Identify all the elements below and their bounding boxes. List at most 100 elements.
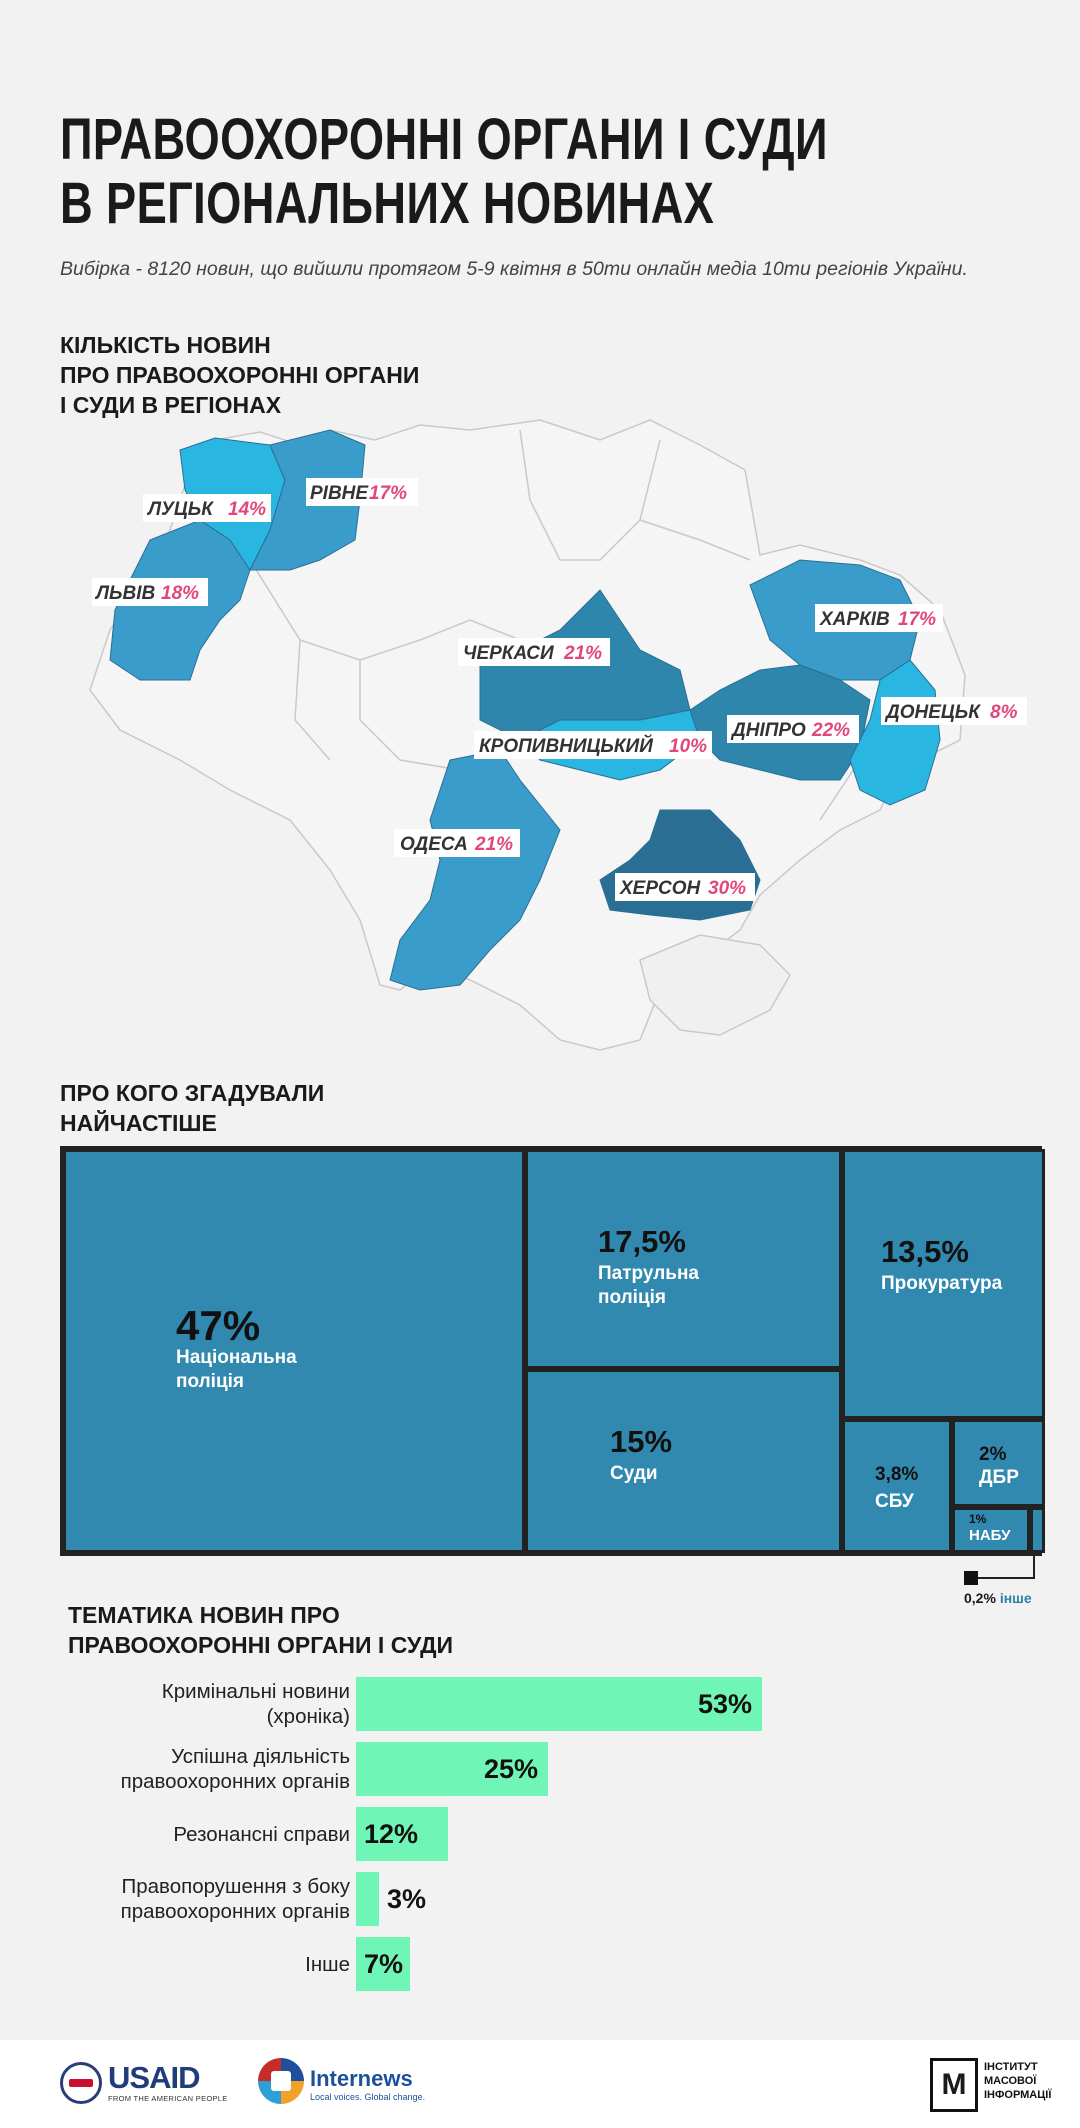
mentions-treemap: 47% Національна поліція 17,5% Патрульна пол… <box>60 1146 1045 1556</box>
treemap-heading: ПРО КОГО ЗГАДУВАЛИ НАЙЧАСТІШЕ <box>60 1080 325 1136</box>
internal-border <box>639 439 661 521</box>
other-value: 0,2% <box>964 1590 996 1606</box>
subtitle: Вибірка - 8120 новин, що вийшли протягом… <box>60 258 968 280</box>
treemap-value-dbr: 2% <box>979 1444 1007 1465</box>
page-title: ПРАВООХОРОННІ ОРГАНИ І СУДИ В РЕГІОНАЛЬН… <box>60 107 828 236</box>
treemap-value-national-police: 47% <box>176 1302 261 1349</box>
title-line-1: ПРАВООХОРОННІ ОРГАНИ І СУДИ <box>60 107 828 172</box>
label-odesa-name: ОДЕСА <box>400 834 468 855</box>
bar <box>356 1807 448 1861</box>
region-shape-odesa <box>389 749 561 991</box>
bar <box>356 1742 548 1796</box>
label-kharkiv: ХАРКІВ 17% <box>815 604 943 632</box>
crimea <box>639 934 791 1036</box>
label-kropyvnytskyi-name: КРОПИВНИЦЬКИЙ <box>479 735 653 757</box>
internews-logo: Internews <box>310 2066 413 2091</box>
label-rivne-value: 17% <box>369 483 407 504</box>
label-dnipro: ДНІПРО 22% <box>727 715 859 743</box>
label-kropyvnytskyi-value: 10% <box>669 736 707 757</box>
label-cherkasy: ЧЕРКАСИ 21% <box>458 638 610 666</box>
bar-row: Успішна діяльність правоохоронних органі… <box>0 1740 1080 1798</box>
internews-logo-icon <box>258 2058 304 2104</box>
internal-border <box>519 429 751 561</box>
treemap-cell-patrol-police: 17,5% Патрульна поліція <box>525 1149 842 1369</box>
label-donetsk: ДОНЕЦЬК 8% <box>881 697 1027 725</box>
label-dnipro-name: ДНІПРО <box>730 720 806 741</box>
treemap-label-sbu: СБУ <box>875 1491 914 1512</box>
region-labels: ЛУЦЬК 14% РІВНЕ 17% ЛЬВІВ 18% ЧЕРКАСИ 21% ХА… <box>92 478 1027 901</box>
bar-label: Правопорушення з боку правоохоронних орг… <box>120 1875 350 1923</box>
bar-value-label: 25% <box>484 1753 539 1784</box>
label-odesa: ОДЕСА 21% <box>394 829 520 857</box>
other-label: інше <box>999 1590 1032 1606</box>
label-lutsk: ЛУЦЬК 14% <box>143 494 271 522</box>
label-kherson-value: 30% <box>708 878 746 899</box>
treemap-cell-prosecutors: 13,5% Прокуратура <box>842 1149 1045 1419</box>
bar <box>356 1872 379 1926</box>
map-heading: КІЛЬКІСТЬ НОВИН ПРО ПРАВООХОРОННІ ОРГАНИ… <box>60 332 420 418</box>
treemap-value-courts: 15% <box>610 1424 673 1459</box>
bar-value-label: 7% <box>364 1948 404 1979</box>
treemap-label-national-police: Національна поліція <box>176 1347 297 1392</box>
usaid-tagline: FROM THE AMERICAN PEOPLE <box>108 2094 228 2103</box>
label-kharkiv-name: ХАРКІВ <box>819 609 890 630</box>
treemap-cell-nabu: 1% НАБУ <box>952 1507 1030 1553</box>
label-kherson: ХЕРСОН 30% <box>615 873 755 901</box>
bar-value-label: 12% <box>364 1818 419 1849</box>
label-rivne: РІВНЕ 17% <box>306 478 418 506</box>
bar-value-label: 3% <box>387 1883 427 1914</box>
imi-name: ІНСТИТУТ МАСОВОЇ ІНФОРМАЦІЇ <box>984 2061 1052 2101</box>
bar-value-label: 53% <box>698 1688 753 1719</box>
treemap-cell-dbr: 2% ДБР <box>952 1419 1045 1507</box>
label-donetsk-name: ДОНЕЦЬК <box>884 702 981 723</box>
internal-border <box>359 660 461 771</box>
label-lutsk-value: 14% <box>228 499 266 520</box>
treemap-value-patrol-police: 17,5% <box>598 1224 686 1259</box>
internal-border <box>299 619 521 661</box>
treemap-label-courts: Суди <box>610 1463 658 1484</box>
internews-tagline: Local voices. Global change. <box>310 2092 426 2102</box>
other-connector <box>978 1555 1035 1579</box>
usaid-seal-icon <box>60 2062 102 2104</box>
bar-label: Інше <box>305 1952 350 1976</box>
treemap-label-nabu: НАБУ <box>969 1527 1011 1544</box>
treemap-cell-sbu: 3,8% СБУ <box>842 1419 952 1553</box>
imi-logo: М <box>930 2058 978 2112</box>
internal-border <box>249 559 331 761</box>
label-odesa-value: 21% <box>474 834 513 855</box>
usaid-logo: USAID <box>108 2060 200 2095</box>
bar-row: Інше 7% <box>0 1935 1080 1993</box>
footer <box>0 2040 1080 2128</box>
label-lutsk-name: ЛУЦЬК <box>146 499 214 520</box>
label-kherson-name: ХЕРСОН <box>619 878 702 899</box>
treemap-label-patrol-police: Патрульна поліція <box>598 1263 699 1308</box>
label-cherkasy-value: 21% <box>563 643 602 664</box>
label-kharkiv-value: 17% <box>898 609 936 630</box>
treemap-value-nabu: 1% <box>969 1512 987 1526</box>
title-line-2: В РЕГІОНАЛЬНИХ НОВИНАХ <box>60 171 715 236</box>
treemap-value-prosecutors: 13,5% <box>881 1234 969 1269</box>
other-marker <box>964 1571 978 1585</box>
label-donetsk-value: 8% <box>990 702 1018 723</box>
bar-label: Резонансні справи <box>173 1822 350 1846</box>
label-dnipro-value: 22% <box>811 720 850 741</box>
other-note: 0,2% інше <box>964 1590 1032 1606</box>
treemap-cell-other <box>1030 1507 1045 1553</box>
bar-row: Кримінальні новини (хроніка) 53% <box>0 1675 1080 1733</box>
label-lviv: ЛЬВІВ 18% <box>92 578 208 606</box>
bar <box>356 1937 410 1991</box>
label-rivne-name: РІВНЕ <box>310 483 369 504</box>
bar-row: Резонансні справи 12% <box>0 1805 1080 1863</box>
bar-row: Правопорушення з боку правоохоронних орг… <box>0 1870 1080 1928</box>
bar-label: Успішна діяльність правоохоронних органі… <box>120 1745 350 1793</box>
treemap-cell-courts: 15% Суди <box>525 1369 842 1553</box>
label-lviv-value: 18% <box>161 583 199 604</box>
bar <box>356 1677 762 1731</box>
label-lviv-name: ЛЬВІВ <box>94 583 156 604</box>
label-kropyvnytskyi: КРОПИВНИЦЬКИЙ 10% <box>474 731 712 759</box>
ukraine-map: ЛУЦЬК 14% РІВНЕ 17% ЛЬВІВ 18% ЧЕРКАСИ 21% ХА… <box>89 419 1027 1051</box>
treemap-value-sbu: 3,8% <box>875 1464 919 1485</box>
topics-heading: ТЕМАТИКА НОВИН ПРО ПРАВООХОРОННІ ОРГАНИ … <box>68 1602 454 1658</box>
region-shape-donetsk <box>849 659 941 806</box>
treemap-label-dbr: ДБР <box>979 1467 1019 1488</box>
